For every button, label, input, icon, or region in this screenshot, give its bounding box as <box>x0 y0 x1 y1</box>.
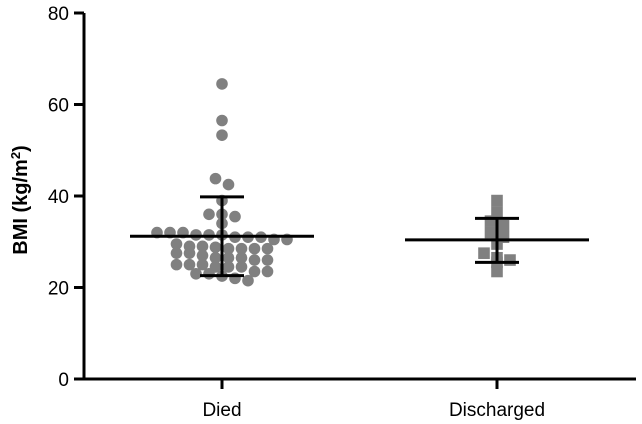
x-axis: Died Discharged <box>83 377 636 421</box>
data-point-died <box>196 249 209 262</box>
data-point-died <box>248 242 261 255</box>
data-point-died <box>242 274 254 287</box>
data-point-died <box>209 241 222 254</box>
data-point-died <box>235 242 248 255</box>
data-point-died <box>190 267 202 280</box>
data-point-died <box>222 261 235 273</box>
data-point-died <box>196 258 209 271</box>
y-tick-label: 20 <box>48 279 69 300</box>
data-point-discharged <box>484 215 497 227</box>
data-point-discharged <box>491 265 503 278</box>
data-point-died <box>235 251 248 264</box>
data-point-died <box>183 247 196 259</box>
data-point-died <box>216 114 228 127</box>
data-point-died <box>222 178 235 191</box>
y-tick-label: 80 <box>48 4 69 25</box>
data-point-died <box>248 254 261 266</box>
data-point-died <box>229 210 241 223</box>
data-point-discharged <box>478 247 490 259</box>
data-point-died <box>203 267 215 280</box>
data-point-died <box>170 238 183 250</box>
data-point-died <box>248 265 261 278</box>
data-point-died <box>183 258 196 271</box>
data-point-discharged <box>491 194 503 207</box>
y-tick-label: 40 <box>48 187 69 208</box>
data-point-died <box>216 78 228 90</box>
x-tick-label: Died <box>202 400 241 421</box>
data-point-died <box>222 242 235 255</box>
data-point-died <box>196 240 209 253</box>
data-point-discharged <box>484 226 497 239</box>
data-point-died <box>261 242 274 255</box>
data-point-died <box>203 208 215 221</box>
data-point-discharged <box>504 254 516 266</box>
data-point-discharged <box>497 231 510 243</box>
y-tick-label: 60 <box>48 96 69 117</box>
data-points <box>151 78 516 287</box>
x-tick-label: Discharged <box>449 400 545 421</box>
data-point-died <box>216 129 228 141</box>
mean-sd-bars <box>130 195 589 278</box>
y-tick-label: 0 <box>58 370 69 391</box>
data-point-died <box>170 258 183 271</box>
data-point-discharged <box>491 206 503 218</box>
y-axis-title: BMI (kg/m2) <box>8 145 32 254</box>
data-point-died <box>235 261 248 273</box>
data-point-died <box>209 251 222 264</box>
data-point-discharged <box>497 219 510 232</box>
data-point-died <box>170 247 183 259</box>
data-point-died <box>261 254 274 266</box>
data-point-died <box>222 251 235 264</box>
data-point-died <box>209 172 222 185</box>
data-point-died <box>261 265 274 278</box>
y-axis: 0 20 40 60 80 <box>48 4 86 391</box>
